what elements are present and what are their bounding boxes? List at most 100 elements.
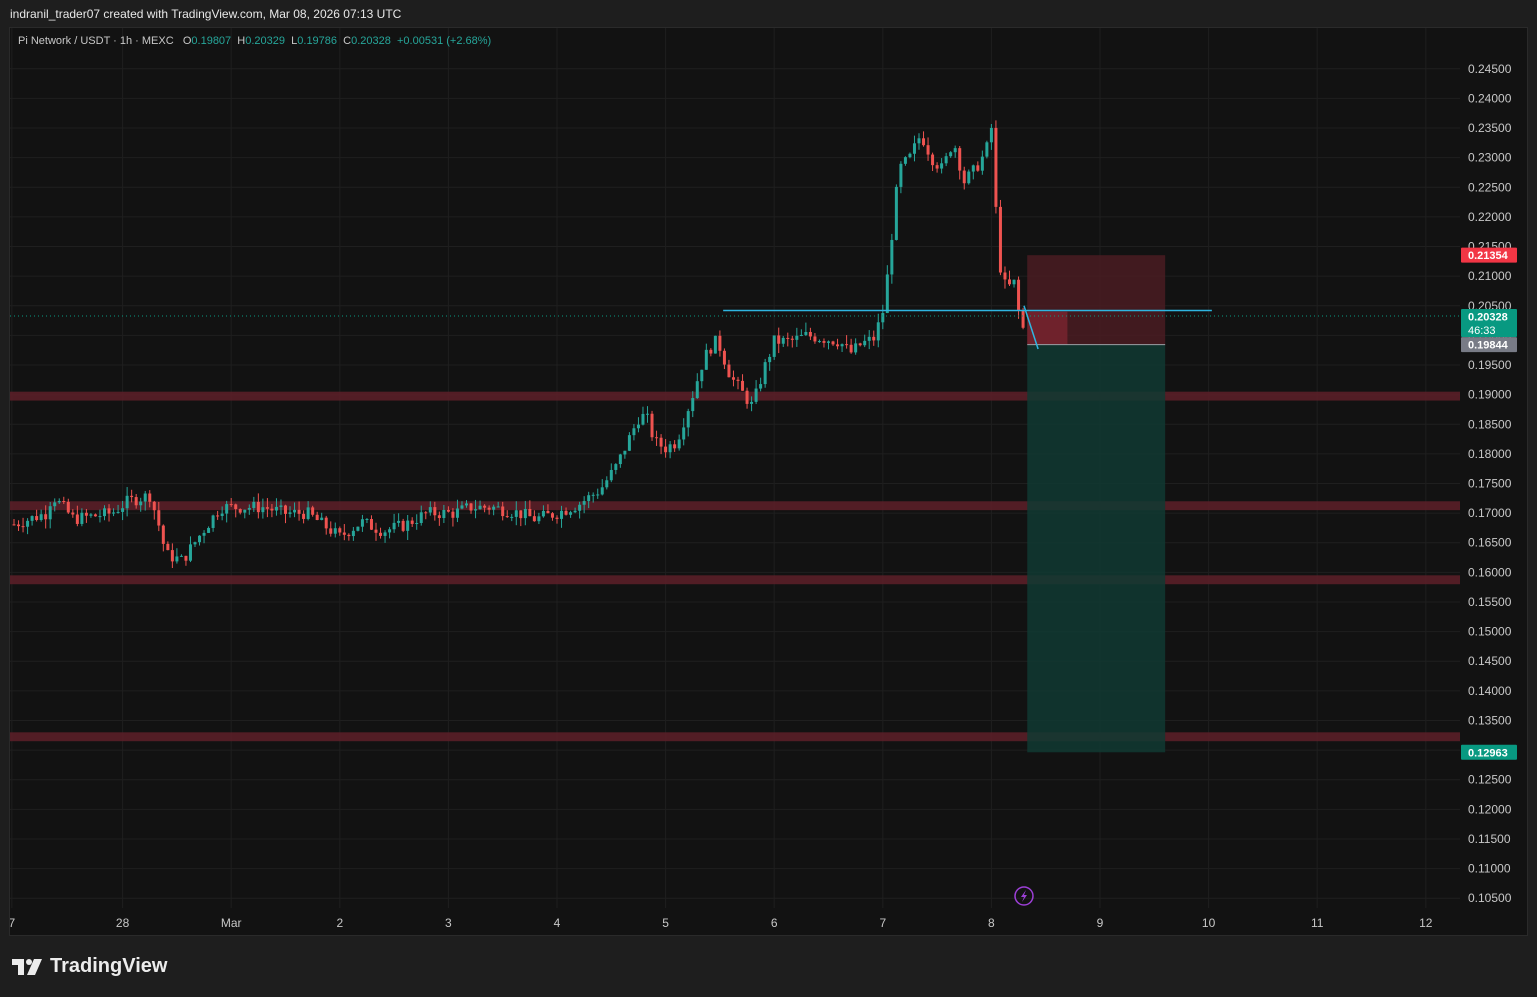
candle-down xyxy=(17,524,21,527)
x-axis: 7 28 Mar 2 3 4 5 6 7 8 9 10 11 12 xyxy=(10,916,1433,930)
candle-up xyxy=(139,501,143,506)
ohlc-legend: Pi Network / USDT · 1h · MEXC O0.19807 H… xyxy=(18,35,491,47)
candle-up xyxy=(695,381,699,399)
candle-up xyxy=(560,510,564,519)
candle-down xyxy=(998,206,1002,273)
candle-down xyxy=(564,510,568,515)
candle-up xyxy=(247,507,251,510)
candle-down xyxy=(487,507,491,510)
candle-down xyxy=(858,343,862,346)
candle-down xyxy=(166,543,170,551)
candle-down xyxy=(745,390,749,404)
candle-up xyxy=(573,510,577,513)
candle-down xyxy=(216,515,220,517)
candle-down xyxy=(722,350,726,365)
candle-down xyxy=(410,520,414,524)
candle-down xyxy=(342,532,346,535)
candle-down xyxy=(161,525,165,544)
candle-up xyxy=(320,517,324,521)
candle-up xyxy=(795,335,799,340)
candle-up xyxy=(944,156,948,164)
candle-down xyxy=(184,555,188,561)
x-tick-label: 7 xyxy=(10,916,15,930)
candle-down xyxy=(238,509,242,513)
candle-down xyxy=(302,513,306,519)
low-label: L xyxy=(291,35,298,47)
x-tick-label: 5 xyxy=(662,916,669,930)
candle-down xyxy=(329,528,333,534)
candle-down xyxy=(650,413,654,438)
candle-down xyxy=(546,510,550,514)
candle-up xyxy=(750,401,754,404)
price-badge-label: 0.19844 xyxy=(1468,340,1509,352)
candle-up xyxy=(894,186,898,240)
candle-up xyxy=(854,343,858,353)
x-tick-label: 12 xyxy=(1419,916,1433,930)
candle-down xyxy=(93,514,97,517)
candle-up xyxy=(899,163,903,187)
candle-up xyxy=(143,493,147,502)
candle-up xyxy=(492,506,496,510)
price-badge-target xyxy=(1461,744,1517,760)
candle-up xyxy=(609,469,613,481)
candle-down xyxy=(84,512,88,516)
candle-up xyxy=(908,153,912,158)
candle-up xyxy=(772,335,776,357)
candle-up xyxy=(541,510,545,517)
candle-up xyxy=(917,138,921,144)
price-chart[interactable]: 0.24500 0.24000 0.23500 0.23000 0.22500 0.220… xyxy=(10,28,1528,936)
candle-down xyxy=(831,341,835,345)
x-tick-label: 3 xyxy=(445,916,452,930)
candle-up xyxy=(578,504,582,511)
candle-down xyxy=(976,165,980,171)
y-tick-label: 0.24500 xyxy=(1468,62,1512,76)
candle-up xyxy=(881,313,885,323)
candle-up xyxy=(759,384,763,389)
candle-down xyxy=(12,524,16,526)
candle-up xyxy=(537,516,541,522)
candle-up xyxy=(279,505,283,507)
candle-up xyxy=(188,544,192,561)
candle-down xyxy=(369,519,373,530)
candle-down xyxy=(849,344,853,353)
candle-up xyxy=(39,514,43,521)
y-tick-label: 0.21000 xyxy=(1468,269,1512,283)
lightning-icon-bolt xyxy=(1020,890,1027,902)
y-tick-label: 0.16000 xyxy=(1468,565,1512,579)
candle-up xyxy=(614,464,618,470)
candle-down xyxy=(1021,310,1025,328)
candle-up xyxy=(704,349,708,370)
candle-down xyxy=(555,517,559,519)
projection-line xyxy=(1023,305,1039,350)
candle-up xyxy=(179,555,183,557)
candle-up xyxy=(989,127,993,143)
candle-up xyxy=(112,512,116,514)
chart-author-caption: indranil_trader07 created with TradingVi… xyxy=(10,7,402,21)
candle-up xyxy=(1012,279,1016,285)
candle-down xyxy=(659,437,663,447)
y-tick-label: 0.18000 xyxy=(1468,447,1512,461)
candle-down xyxy=(519,510,523,519)
candle-down xyxy=(673,444,677,449)
y-tick-label: 0.22500 xyxy=(1468,180,1512,194)
candle-down xyxy=(35,516,39,521)
candle-up xyxy=(220,513,224,516)
high-value: 0.20329 xyxy=(245,35,286,47)
candle-down xyxy=(148,493,152,502)
candle-up xyxy=(455,508,459,518)
candle-up xyxy=(587,495,591,502)
candle-up xyxy=(600,487,604,495)
x-tick-label: 2 xyxy=(336,916,343,930)
position-fill-box xyxy=(1027,311,1068,345)
candle-down xyxy=(872,336,876,341)
y-tick-label: 0.17000 xyxy=(1468,506,1512,520)
chart-panel[interactable]: 0.24500 0.24000 0.23500 0.23000 0.22500 0.220… xyxy=(9,27,1528,936)
x-tick-label: 10 xyxy=(1202,916,1216,930)
candle-down xyxy=(71,512,75,515)
footer-bar xyxy=(0,936,1537,997)
y-tick-label: 0.11500 xyxy=(1468,832,1511,846)
y-tick-label: 0.10500 xyxy=(1468,891,1512,905)
candle-up xyxy=(632,428,636,436)
candle-up xyxy=(713,335,717,354)
candle-down xyxy=(157,510,161,526)
